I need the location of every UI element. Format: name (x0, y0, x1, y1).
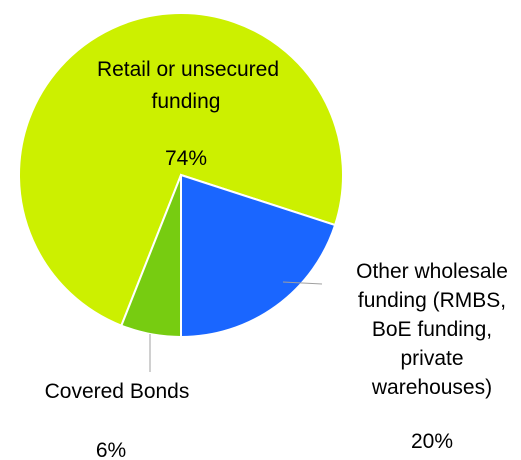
slice-label-wholesale-line5: warehouses) (371, 376, 492, 399)
leader-line-other-wholesale (282, 281, 323, 285)
pie-slices (18, 12, 344, 339)
pie-slice-retail (18, 12, 344, 327)
pie-slice-covered-bonds (120, 174, 182, 339)
slice-label-covered-bonds: Covered Bonds (45, 380, 190, 403)
slice-value-covered-bonds: 6% (96, 439, 126, 460)
slice-label-wholesale-line2: funding (RMBS, (358, 289, 506, 312)
slice-value-retail: 74% (165, 147, 207, 170)
leader-lines (149, 281, 323, 372)
slice-label-wholesale-line3: BoE funding, (372, 318, 492, 341)
pie-slice-wholesale (180, 173, 337, 339)
slice-label-retail-line1: Retail or unsecured (97, 58, 279, 81)
slice-value-wholesale: 20% (411, 430, 453, 453)
slice-label-wholesale-line4: private (400, 347, 463, 370)
slice-label-wholesale-line1: Other wholesale (356, 260, 508, 283)
slice-label-retail-line2: funding (152, 90, 221, 113)
